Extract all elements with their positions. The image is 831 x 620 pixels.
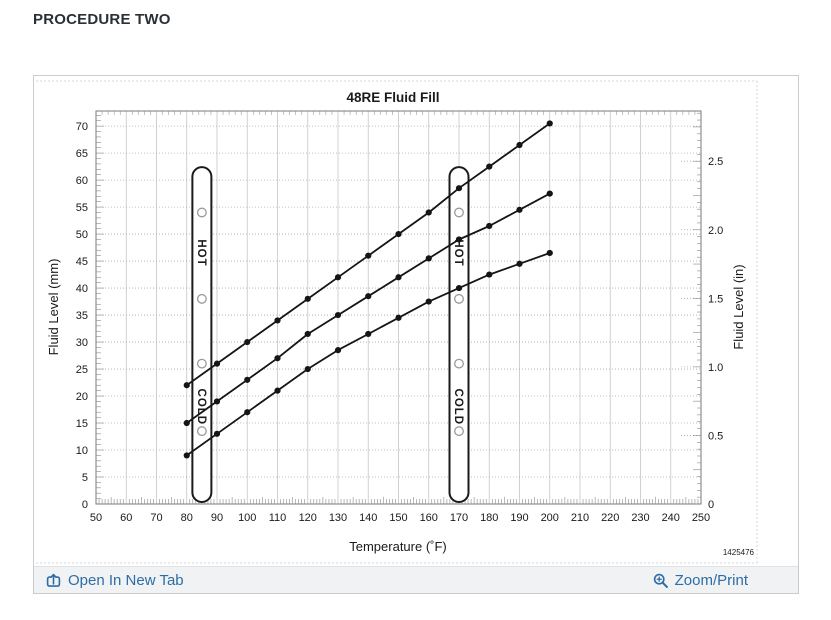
chart-panel: HOT COLD HOT COLD 50 60 70 80 90 100 110 120 130 140 1… (33, 75, 799, 594)
svg-text:5: 5 (82, 472, 88, 484)
svg-text:1.5: 1.5 (708, 293, 723, 305)
svg-text:130: 130 (329, 512, 347, 524)
svg-text:60: 60 (76, 175, 88, 187)
svg-text:2.0: 2.0 (708, 225, 723, 237)
svg-text:80: 80 (181, 512, 193, 524)
svg-text:100: 100 (238, 512, 256, 524)
svg-text:55: 55 (76, 202, 88, 214)
svg-text:170: 170 (450, 512, 468, 524)
open-in-new-tab-label: Open In New Tab (68, 571, 184, 589)
svg-text:160: 160 (420, 512, 438, 524)
svg-text:65: 65 (76, 148, 88, 160)
svg-text:200: 200 (541, 512, 559, 524)
svg-text:250: 250 (692, 512, 710, 524)
svg-text:140: 140 (359, 512, 377, 524)
svg-text:10: 10 (76, 445, 88, 457)
svg-text:60: 60 (120, 512, 132, 524)
svg-text:Temperature (˚F): Temperature (˚F) (349, 539, 447, 554)
svg-text:190: 190 (510, 512, 528, 524)
magnifier-plus-icon (653, 573, 668, 588)
svg-text:240: 240 (662, 512, 680, 524)
svg-text:70: 70 (150, 512, 162, 524)
svg-text:120: 120 (299, 512, 317, 524)
page-title: PROCEDURE TWO (33, 11, 171, 28)
svg-text:90: 90 (211, 512, 223, 524)
svg-text:0.5: 0.5 (708, 430, 723, 442)
svg-text:1425476: 1425476 (723, 548, 755, 557)
svg-text:HOT: HOT (452, 239, 464, 266)
svg-text:110: 110 (269, 512, 287, 524)
svg-text:180: 180 (480, 512, 498, 524)
open-in-new-tab-icon (46, 573, 61, 587)
svg-text:25: 25 (76, 364, 88, 376)
svg-text:70: 70 (76, 121, 88, 133)
zoom-print-label: Zoom/Print (674, 571, 748, 589)
svg-text:HOT: HOT (195, 239, 207, 266)
zoom-print-link[interactable]: Zoom/Print (653, 572, 748, 589)
svg-text:48RE Fluid Fill: 48RE Fluid Fill (346, 90, 439, 105)
svg-text:20: 20 (76, 391, 88, 403)
fluid-fill-chart: HOT COLD HOT COLD 50 60 70 80 90 100 110 120 130 140 1… (34, 76, 798, 566)
svg-text:45: 45 (76, 256, 88, 268)
svg-text:COLD: COLD (195, 389, 207, 426)
svg-text:0: 0 (708, 499, 714, 511)
svg-text:50: 50 (76, 229, 88, 241)
svg-text:210: 210 (571, 512, 589, 524)
svg-text:2.5: 2.5 (708, 156, 723, 168)
svg-text:50: 50 (90, 512, 102, 524)
svg-text:0: 0 (82, 499, 88, 511)
chart-toolbar: Open In New Tab Zoom/Print (34, 566, 798, 593)
svg-text:220: 220 (601, 512, 619, 524)
svg-text:15: 15 (76, 418, 88, 430)
open-in-new-tab-link[interactable]: Open In New Tab (46, 572, 184, 589)
svg-text:40: 40 (76, 283, 88, 295)
svg-text:Fluid Level (mm): Fluid Level (mm) (46, 259, 61, 356)
svg-text:1.0: 1.0 (708, 362, 723, 374)
svg-text:35: 35 (76, 310, 88, 322)
svg-text:150: 150 (389, 512, 407, 524)
svg-text:Fluid Level (in): Fluid Level (in) (731, 264, 746, 349)
svg-text:30: 30 (76, 337, 88, 349)
svg-text:COLD: COLD (452, 389, 464, 426)
svg-text:230: 230 (631, 512, 649, 524)
